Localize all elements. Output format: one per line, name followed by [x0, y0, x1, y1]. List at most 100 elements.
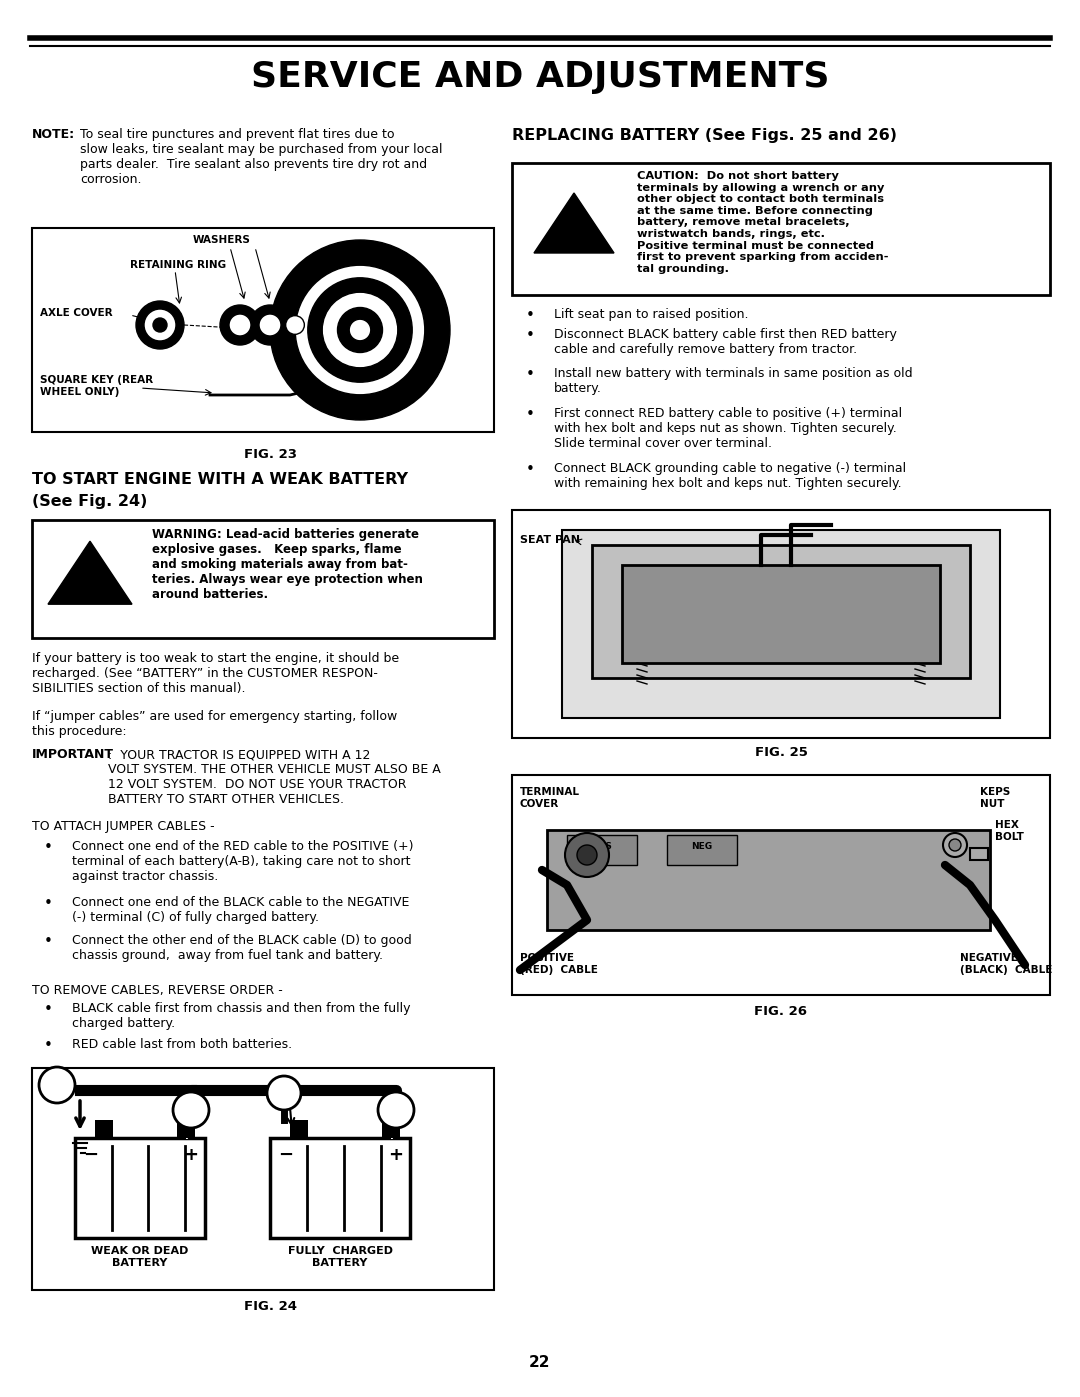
Circle shape [270, 240, 450, 420]
Circle shape [322, 292, 397, 367]
Text: -: - [296, 1125, 302, 1143]
Circle shape [144, 309, 176, 341]
Circle shape [136, 300, 184, 349]
Polygon shape [534, 193, 615, 253]
Text: SERVICE AND ADJUSTMENTS: SERVICE AND ADJUSTMENTS [251, 60, 829, 94]
FancyBboxPatch shape [75, 1139, 205, 1238]
FancyBboxPatch shape [512, 775, 1050, 995]
Text: IMPORTANT: IMPORTANT [32, 747, 114, 761]
Text: CAUTION:  Do not short battery
terminals by allowing a wrench or any
other objec: CAUTION: Do not short battery terminals … [637, 170, 889, 274]
Text: TO START ENGINE WITH A WEAK BATTERY: TO START ENGINE WITH A WEAK BATTERY [32, 472, 408, 488]
FancyBboxPatch shape [32, 520, 494, 638]
Text: Connect one end of the RED cable to the POSITIVE (+)
terminal of each battery(A-: Connect one end of the RED cable to the … [72, 840, 414, 883]
Circle shape [249, 305, 291, 345]
Text: Install new battery with terminals in same position as old
battery.: Install new battery with terminals in sa… [554, 367, 913, 395]
Text: •: • [526, 367, 535, 381]
Text: First connect RED battery cable to positive (+) terminal
with hex bolt and keps : First connect RED battery cable to posit… [554, 407, 902, 450]
Text: 22: 22 [529, 1355, 551, 1370]
Text: •: • [44, 935, 53, 949]
Text: (See Fig. 24): (See Fig. 24) [32, 495, 147, 509]
Circle shape [308, 278, 413, 383]
Text: :  YOUR TRACTOR IS EQUIPPED WITH A 12
VOLT SYSTEM. THE OTHER VEHICLE MUST ALSO B: : YOUR TRACTOR IS EQUIPPED WITH A 12 VOL… [108, 747, 441, 806]
Circle shape [259, 314, 281, 337]
Text: Disconnect BLACK battery cable first then RED battery
cable and carefully remove: Disconnect BLACK battery cable first the… [554, 328, 896, 356]
Text: SEAT PAN: SEAT PAN [519, 535, 580, 545]
Text: RETAINING RING: RETAINING RING [130, 260, 226, 270]
Text: •: • [44, 1002, 53, 1017]
Text: •: • [526, 328, 535, 344]
Text: To seal tire punctures and prevent flat tires due to
slow leaks, tire sealant ma: To seal tire punctures and prevent flat … [80, 129, 443, 186]
FancyBboxPatch shape [667, 835, 737, 865]
Text: HEX
BOLT: HEX BOLT [995, 820, 1024, 841]
Text: Connect the other end of the BLACK cable (D) to good
chassis ground,  away from : Connect the other end of the BLACK cable… [72, 935, 411, 963]
Circle shape [267, 1076, 301, 1111]
Text: +: + [179, 1125, 193, 1143]
Text: !: ! [83, 571, 96, 599]
Circle shape [285, 316, 305, 334]
Text: NOTE:: NOTE: [32, 129, 76, 141]
FancyBboxPatch shape [567, 835, 637, 865]
Text: !: ! [568, 224, 580, 247]
Text: FIG. 24: FIG. 24 [243, 1301, 297, 1313]
Text: Connect BLACK grounding cable to negative (-) terminal
with remaining hex bolt a: Connect BLACK grounding cable to negativ… [554, 462, 906, 490]
Text: -: - [100, 1125, 107, 1143]
FancyBboxPatch shape [95, 1120, 113, 1139]
Text: POSITIVE
(RED)  CABLE: POSITIVE (RED) CABLE [519, 953, 598, 975]
Circle shape [295, 265, 424, 395]
Text: C: C [280, 1088, 288, 1098]
Text: TO ATTACH JUMPER CABLES -: TO ATTACH JUMPER CABLES - [32, 820, 215, 833]
Circle shape [39, 1067, 75, 1104]
Text: D: D [52, 1080, 62, 1090]
Text: AXLE COVER: AXLE COVER [40, 307, 112, 319]
Text: •: • [526, 462, 535, 476]
Polygon shape [48, 541, 132, 604]
FancyBboxPatch shape [32, 1067, 494, 1289]
Text: RED cable last from both batteries.: RED cable last from both batteries. [72, 1038, 292, 1051]
Text: BLACK cable first from chassis and then from the fully
charged battery.: BLACK cable first from chassis and then … [72, 1002, 410, 1030]
Text: •: • [44, 895, 53, 911]
Text: POS: POS [592, 842, 612, 851]
FancyBboxPatch shape [546, 830, 990, 930]
Circle shape [577, 845, 597, 865]
Text: −: − [278, 1146, 293, 1164]
Circle shape [153, 319, 167, 332]
Text: •: • [526, 307, 535, 323]
Text: WARNING: Lead-acid batteries generate
explosive gases.   Keep sparks, flame
and : WARNING: Lead-acid batteries generate ex… [152, 528, 423, 601]
Circle shape [565, 833, 609, 877]
Text: FULLY  CHARGED
BATTERY: FULLY CHARGED BATTERY [287, 1246, 392, 1267]
FancyBboxPatch shape [270, 1139, 410, 1238]
FancyBboxPatch shape [291, 1120, 308, 1139]
Text: •: • [44, 840, 53, 855]
Text: WASHERS: WASHERS [193, 235, 251, 244]
Text: If your battery is too weak to start the engine, it should be
recharged. (See “B: If your battery is too weak to start the… [32, 652, 400, 694]
Circle shape [173, 1092, 210, 1127]
Circle shape [349, 319, 370, 341]
FancyBboxPatch shape [382, 1120, 400, 1139]
Text: KEPS
NUT: KEPS NUT [980, 787, 1010, 809]
Text: +: + [384, 1125, 397, 1143]
Text: FIG. 25: FIG. 25 [755, 746, 808, 759]
Text: REPLACING BATTERY (See Figs. 25 and 26): REPLACING BATTERY (See Figs. 25 and 26) [512, 129, 897, 142]
Circle shape [220, 305, 260, 345]
Text: A: A [187, 1105, 195, 1115]
Circle shape [337, 307, 382, 352]
Text: FIG. 26: FIG. 26 [755, 1004, 808, 1018]
FancyBboxPatch shape [512, 510, 1050, 738]
Circle shape [943, 833, 967, 856]
Circle shape [949, 840, 961, 851]
Text: •: • [44, 1038, 53, 1053]
Text: +: + [388, 1146, 403, 1164]
FancyBboxPatch shape [177, 1120, 195, 1139]
Text: •: • [526, 407, 535, 422]
FancyBboxPatch shape [622, 564, 940, 664]
Text: −: − [83, 1146, 98, 1164]
Text: SQUARE KEY (REAR
WHEEL ONLY): SQUARE KEY (REAR WHEEL ONLY) [40, 374, 153, 397]
Text: If “jumper cables” are used for emergency starting, follow
this procedure:: If “jumper cables” are used for emergenc… [32, 710, 397, 738]
Text: WEAK OR DEAD
BATTERY: WEAK OR DEAD BATTERY [92, 1246, 189, 1267]
Circle shape [229, 314, 251, 337]
Text: B: B [392, 1105, 401, 1115]
Circle shape [278, 307, 312, 342]
FancyBboxPatch shape [970, 848, 988, 861]
Circle shape [378, 1092, 414, 1127]
FancyBboxPatch shape [592, 545, 970, 678]
